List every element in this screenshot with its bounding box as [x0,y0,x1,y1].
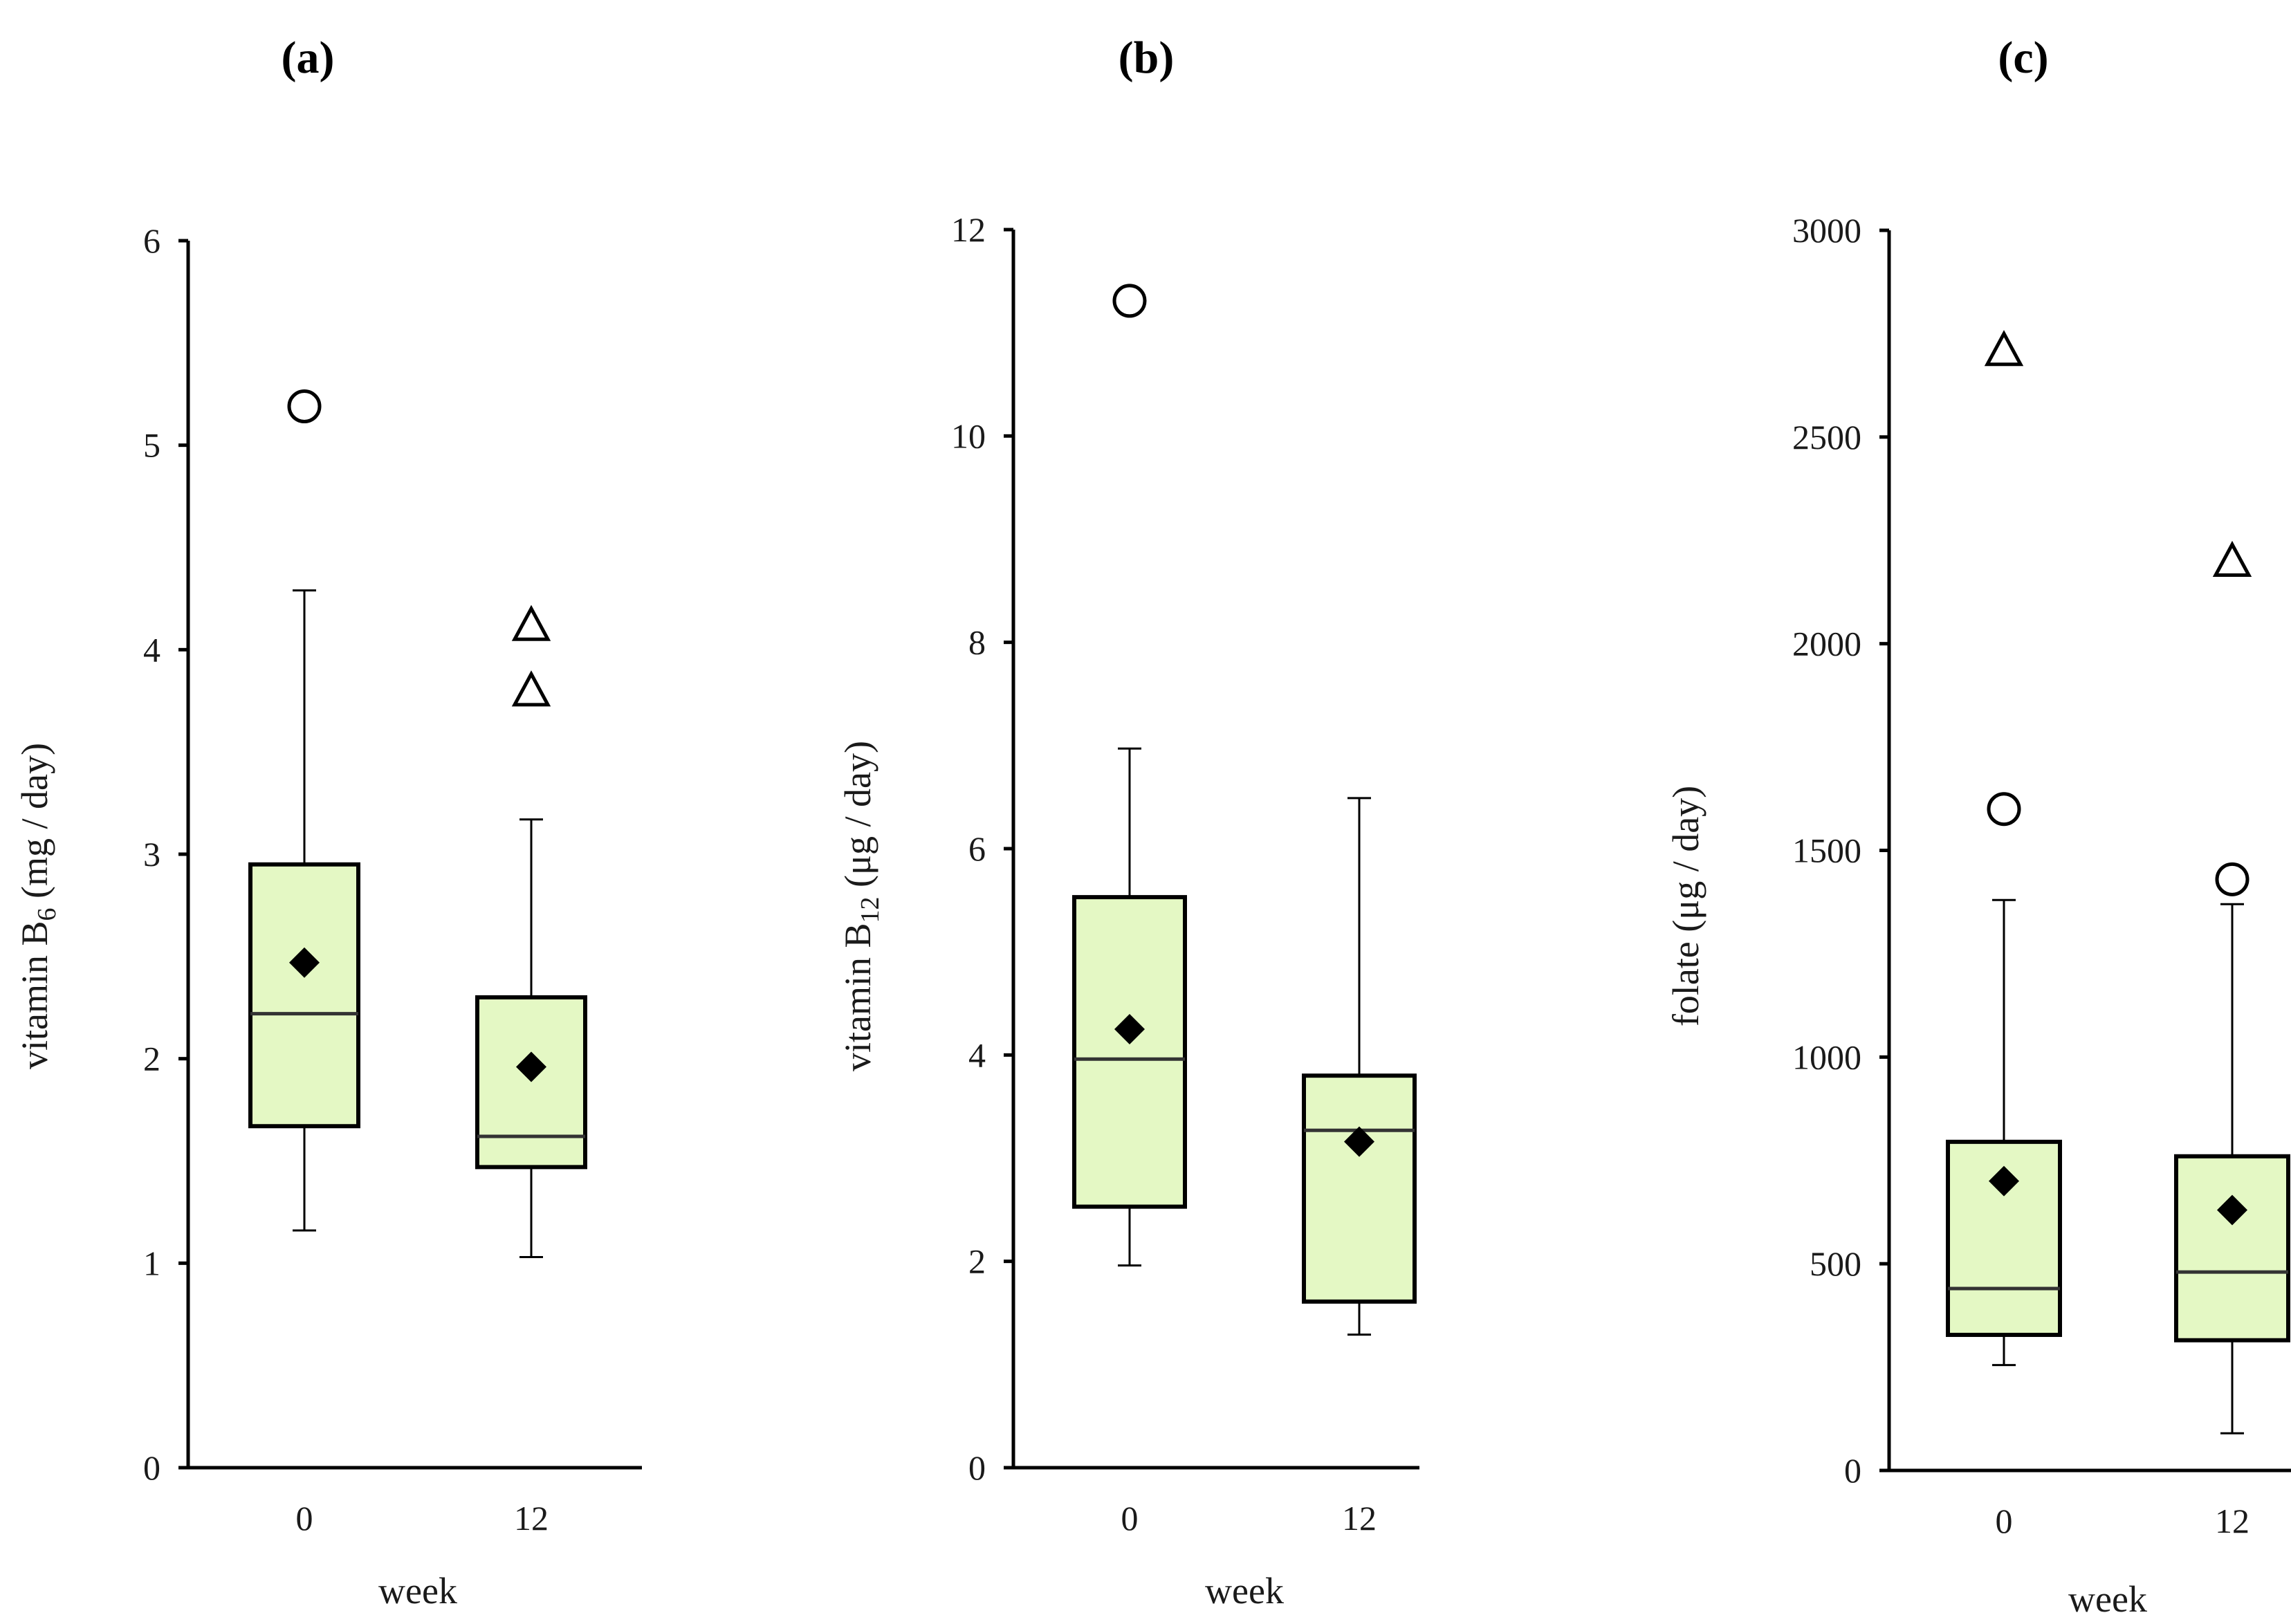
y-tick-label: 4 [968,1035,986,1074]
box-group-week-0: 0 [1072,284,1187,1538]
x-tick-label: 12 [1342,1499,1377,1538]
x-tick-label: 12 [2215,1502,2249,1540]
panel-title: (c) [1998,33,2048,83]
box-group-week-0: 0 [1946,330,2062,1540]
y-tick-label: 2 [968,1242,986,1281]
box-group-week-12: 12 [475,605,587,1538]
x-axis-label: week [378,1570,457,1612]
y-tick-label: 3000 [1792,211,1861,250]
y-tick-label: 1000 [1792,1037,1861,1076]
y-tick-label: 6 [968,829,986,868]
mean-marker [289,947,320,978]
mean-marker [516,1051,546,1082]
y-axis-label: vitamin B12 (μg / day) [837,741,885,1071]
box-group-week-0: 0 [248,389,360,1538]
box-group-week-12: 12 [2174,540,2290,1540]
mean-marker [1989,1165,2019,1197]
y-tick-label: 1 [143,1244,160,1282]
panel-title: (a) [282,33,335,83]
y-tick-label: 1500 [1792,831,1861,870]
x-tick-label: 0 [1996,1502,2013,1540]
x-tick-label: 12 [514,1499,549,1538]
outlier-triangle [511,670,551,707]
iqr-box [475,995,587,1170]
y-tick-label: 4 [143,630,160,669]
y-tick-label: 2 [143,1040,160,1078]
panel-b: (b) 0 2 4 6 8 10 12 vitamin B12 (μg / day) week 0 1… [837,33,1419,1612]
outlier-triangle [1984,330,2024,367]
y-axis-label: vitamin B6 (mg / day) [14,743,62,1069]
outlier-circle [1987,792,2021,827]
outlier-triangle [2212,540,2252,578]
mean-marker [1344,1126,1374,1157]
x-axis-label: week [1205,1570,1284,1612]
y-tick-label: 2000 [1792,625,1861,663]
y-tick-label: 0 [143,1448,160,1487]
y-tick-label: 10 [951,416,986,455]
y-tick-label: 12 [951,210,986,249]
outlier-circle [2215,862,2249,896]
mean-marker [2217,1194,2247,1226]
y-tick-label: 0 [968,1448,986,1487]
outlier-triangle [511,605,551,641]
x-tick-label: 0 [296,1499,313,1538]
iqr-box [248,862,360,1129]
y-tick-label: 0 [1844,1451,1861,1490]
iqr-box [2174,1154,2290,1342]
y-tick-label: 3 [143,835,160,874]
x-tick-label: 0 [1121,1499,1139,1538]
y-tick-label: 6 [143,221,160,260]
x-axis-label: week [2068,1578,2147,1620]
y-axis-label: folate (μg / day) [1665,786,1706,1026]
y-tick-label: 8 [968,623,986,662]
iqr-box [1302,1073,1417,1304]
y-tick-label: 500 [1810,1244,1861,1283]
outlier-circle [1112,284,1147,318]
outlier-circle [287,389,322,423]
y-tick-label: 5 [143,426,160,465]
panel-title: (b) [1119,33,1175,83]
panel-c: (c) 0 500 1000 1500 2000 2500 3000 folate (μg / … [1665,33,2291,1620]
iqr-box [1072,895,1187,1209]
y-tick-label: 2500 [1792,418,1861,456]
box-group-week-12: 12 [1302,797,1417,1538]
mean-marker [1114,1014,1145,1045]
